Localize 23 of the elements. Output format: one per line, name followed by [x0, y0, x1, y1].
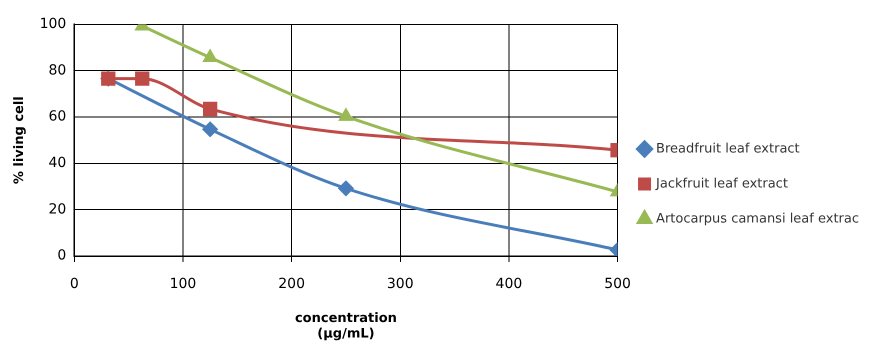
x-tick-label: 400 [496, 276, 522, 292]
point [203, 50, 217, 62]
x-tick-label: 300 [386, 276, 414, 292]
legend-label: Breadfruit leaf extract [656, 141, 800, 156]
point [202, 122, 218, 137]
x-tick-label: 0 [70, 276, 79, 292]
y-axis-title: % living cell [12, 96, 28, 184]
x-axis-title: concentration (µg/mL) [294, 310, 397, 342]
y-tick-label: 60 [48, 108, 66, 125]
y-tick-label: 20 [48, 201, 66, 218]
y-tick-label: 40 [48, 155, 66, 171]
y-tick-label: 0 [57, 248, 66, 264]
point [338, 180, 354, 196]
legend-label: Jackfruit leaf extract [655, 176, 788, 192]
point [339, 108, 353, 121]
point [135, 71, 150, 86]
y-tick-label: 80 [48, 62, 66, 78]
legend-label: Artocarpus camansi leaf extrac [656, 211, 860, 226]
x-tick-label: 200 [278, 276, 305, 292]
y-tick-label: 100 [40, 16, 66, 32]
point [202, 102, 218, 116]
x-tick-label: 100 [170, 276, 196, 292]
x-tick-label: 500 [604, 276, 631, 292]
